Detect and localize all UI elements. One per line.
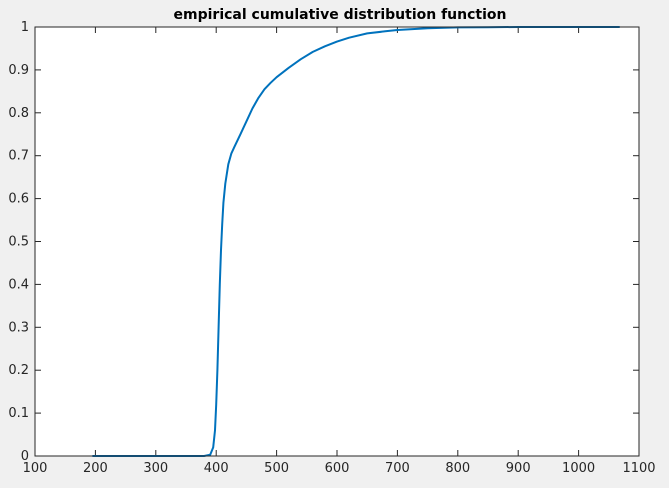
- x-tick-label: 900: [506, 461, 531, 476]
- y-tick-label: 0.3: [8, 320, 29, 335]
- x-tick-label: 200: [83, 461, 108, 476]
- y-tick-label: 0.5: [8, 235, 29, 250]
- plot-area: [35, 27, 639, 456]
- y-tick-label: 0.7: [8, 149, 29, 164]
- y-tick-label: 1: [21, 20, 29, 35]
- axes-box: [34, 26, 640, 457]
- x-tick-label: 700: [385, 461, 410, 476]
- x-tick-label: 600: [325, 461, 350, 476]
- x-tick-label: 500: [264, 461, 289, 476]
- x-tick-label: 1000: [562, 461, 595, 476]
- y-tick-label: 0: [21, 449, 29, 464]
- chart-title: empirical cumulative distribution functi…: [174, 7, 507, 23]
- x-tick-label: 100: [23, 461, 48, 476]
- x-tick-label: 400: [204, 461, 229, 476]
- y-tick-label: 0.9: [8, 63, 29, 78]
- axis-tick-labels: 100 200 300 400 500 600 700 800 900 1000 1100 0 0.1 0…: [8, 20, 655, 476]
- y-tick-label: 0.2: [8, 363, 29, 378]
- y-tick-label: 0.6: [8, 192, 29, 207]
- y-tick-label: 0.4: [8, 277, 29, 292]
- x-tick-label: 300: [143, 461, 168, 476]
- x-tick-label: 800: [445, 461, 470, 476]
- y-tick-label: 0.1: [8, 406, 29, 421]
- series-line: [92, 26, 620, 457]
- y-tick-label: 0.8: [8, 106, 29, 121]
- x-tick-label: 1100: [622, 461, 655, 476]
